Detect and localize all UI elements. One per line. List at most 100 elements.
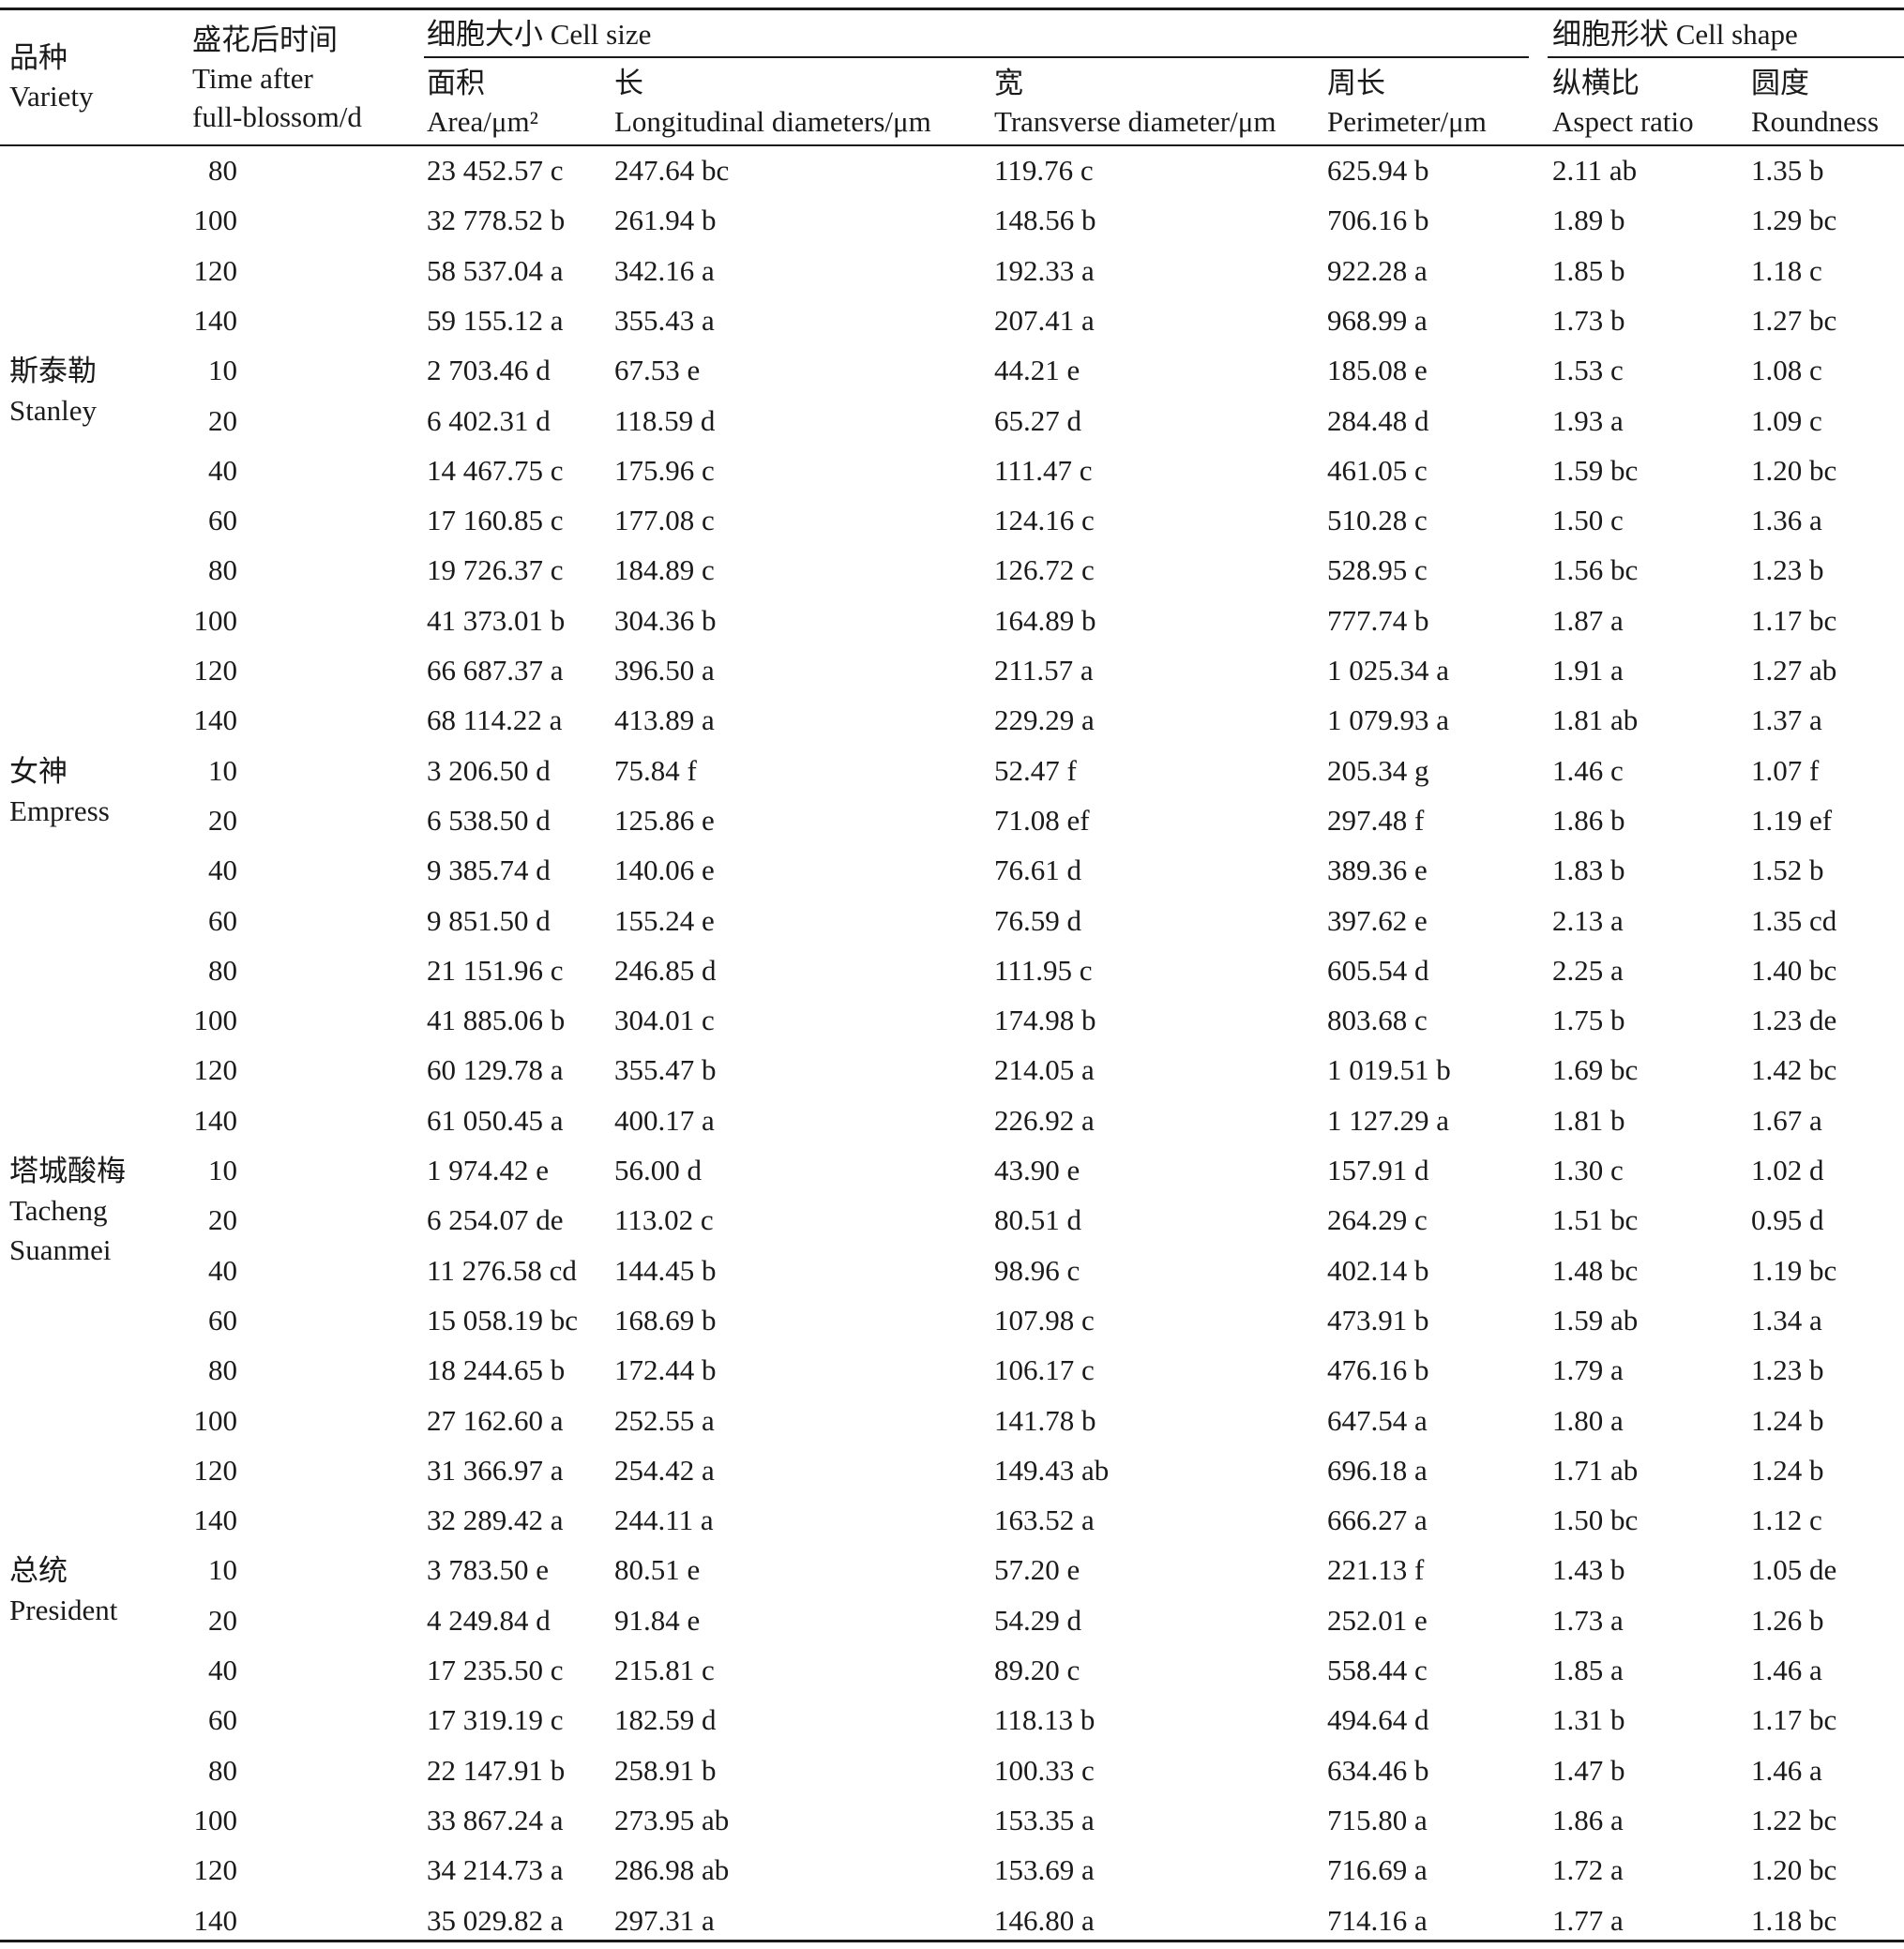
- header-area-cn: 面积: [427, 67, 485, 99]
- transverse-cell: 57.20 e: [994, 1553, 1080, 1587]
- roundness-cell: 1.37 a: [1751, 703, 1822, 737]
- time-cell: 10: [208, 354, 237, 387]
- area-cell: 6 402.31 d: [427, 403, 551, 437]
- perimeter-cell: 510.28 c: [1327, 504, 1428, 537]
- roundness-cell: 1.23 b: [1751, 553, 1824, 587]
- area-cell: 41 373.01 b: [427, 603, 566, 637]
- transverse-cell: 107.98 c: [994, 1303, 1095, 1337]
- perimeter-cell: 185.08 e: [1327, 354, 1428, 387]
- cell-shape-underline: [1548, 56, 1904, 58]
- time-cell: 20: [208, 803, 237, 837]
- cell-size-underline: [424, 56, 1529, 58]
- time-cell: 40: [208, 1253, 237, 1287]
- perimeter-cell: 777.74 b: [1327, 603, 1429, 637]
- time-cell: 60: [208, 504, 237, 537]
- longitudinal-cell: 273.95 ab: [614, 1803, 730, 1836]
- transverse-cell: 111.95 c: [994, 953, 1093, 987]
- roundness-cell: 1.19 bc: [1751, 1253, 1837, 1287]
- longitudinal-cell: 304.36 b: [614, 603, 717, 637]
- aspect-ratio-cell: 1.71 ab: [1552, 1453, 1639, 1487]
- longitudinal-cell: 244.11 a: [614, 1503, 714, 1537]
- time-cell: 100: [193, 204, 238, 237]
- longitudinal-cell: 400.17 a: [614, 1103, 715, 1137]
- aspect-ratio-cell: 1.73 a: [1552, 1603, 1624, 1637]
- longitudinal-cell: 175.96 c: [614, 453, 715, 487]
- perimeter-cell: 461.05 c: [1327, 453, 1428, 487]
- longitudinal-cell: 184.89 c: [614, 553, 715, 587]
- time-cell: 100: [193, 1403, 238, 1437]
- area-cell: 9 385.74 d: [427, 854, 551, 887]
- time-cell: 100: [193, 1004, 238, 1037]
- transverse-cell: 174.98 b: [994, 1004, 1096, 1037]
- transverse-cell: 76.61 d: [994, 854, 1081, 887]
- area-cell: 9 851.50 d: [427, 903, 551, 937]
- aspect-ratio-cell: 1.81 b: [1552, 1103, 1625, 1137]
- roundness-cell: 1.46 a: [1751, 1753, 1822, 1787]
- longitudinal-cell: 182.59 d: [614, 1703, 717, 1737]
- perimeter-cell: 1 127.29 a: [1327, 1103, 1450, 1137]
- area-cell: 14 467.75 c: [427, 453, 564, 487]
- aspect-ratio-cell: 1.85 b: [1552, 253, 1625, 287]
- perimeter-cell: 397.62 e: [1327, 903, 1428, 937]
- perimeter-cell: 803.68 c: [1327, 1004, 1428, 1037]
- aspect-ratio-cell: 1.89 b: [1552, 204, 1625, 237]
- roundness-cell: 1.36 a: [1751, 504, 1822, 537]
- longitudinal-cell: 252.55 a: [614, 1403, 715, 1437]
- roundness-cell: 1.20 bc: [1751, 453, 1837, 487]
- time-cell: 80: [208, 953, 237, 987]
- roundness-cell: 1.46 a: [1751, 1654, 1822, 1686]
- aspect-ratio-cell: 1.72 a: [1552, 1853, 1624, 1887]
- header-transverse-cn: 宽: [994, 67, 1023, 99]
- aspect-ratio-cell: 1.86 b: [1552, 803, 1625, 837]
- header-aspect-cn: 纵横比: [1552, 67, 1640, 99]
- aspect-ratio-cell: 1.91 a: [1552, 654, 1624, 687]
- header-time-en-1: Time after: [192, 62, 313, 95]
- area-cell: 4 249.84 d: [427, 1603, 551, 1637]
- transverse-cell: 153.69 a: [994, 1853, 1095, 1887]
- time-cell: 140: [193, 303, 238, 337]
- header-perimeter-cn: 周长: [1327, 67, 1385, 99]
- transverse-cell: 141.78 b: [994, 1403, 1096, 1437]
- longitudinal-cell: 118.59 d: [614, 403, 716, 437]
- aspect-ratio-cell: 1.53 c: [1552, 354, 1624, 387]
- header-perimeter-en: Perimeter/μm: [1327, 105, 1487, 138]
- variety-label: 女神: [9, 754, 68, 788]
- roundness-cell: 1.17 bc: [1751, 1703, 1837, 1737]
- aspect-ratio-cell: 1.69 bc: [1552, 1053, 1639, 1087]
- perimeter-cell: 264.29 c: [1327, 1203, 1428, 1237]
- aspect-ratio-cell: 1.30 c: [1552, 1154, 1624, 1186]
- roundness-cell: 1.27 bc: [1751, 303, 1837, 337]
- longitudinal-cell: 113.02 c: [614, 1203, 714, 1237]
- header-roundness-cn: 圆度: [1751, 67, 1809, 99]
- perimeter-cell: 706.16 b: [1327, 204, 1429, 237]
- aspect-ratio-cell: 1.48 bc: [1552, 1253, 1639, 1287]
- aspect-ratio-cell: 2.25 a: [1552, 953, 1624, 987]
- variety-label: President: [9, 1594, 118, 1627]
- roundness-cell: 1.19 ef: [1751, 803, 1833, 837]
- perimeter-cell: 402.14 b: [1327, 1253, 1429, 1287]
- time-cell: 140: [193, 1503, 238, 1537]
- area-cell: 3 783.50 e: [427, 1553, 550, 1587]
- perimeter-cell: 714.16 a: [1327, 1903, 1428, 1937]
- perimeter-cell: 473.91 b: [1327, 1303, 1429, 1337]
- header-roundness-en: Roundness: [1751, 105, 1880, 138]
- transverse-cell: 126.72 c: [994, 553, 1095, 587]
- area-cell: 27 162.60 a: [427, 1403, 564, 1437]
- roundness-cell: 1.35 b: [1751, 154, 1824, 187]
- roundness-cell: 1.67 a: [1751, 1103, 1822, 1137]
- area-cell: 22 147.91 b: [427, 1753, 566, 1787]
- area-cell: 32 289.42 a: [427, 1503, 564, 1537]
- time-cell: 20: [208, 1203, 237, 1237]
- longitudinal-cell: 396.50 a: [614, 654, 715, 687]
- longitudinal-cell: 177.08 c: [614, 504, 715, 537]
- area-cell: 19 726.37 c: [427, 553, 564, 587]
- area-cell: 17 235.50 c: [427, 1654, 564, 1686]
- time-cell: 60: [208, 903, 237, 937]
- roundness-cell: 1.35 cd: [1751, 903, 1837, 937]
- header-longitudinal-en: Longitudinal diameters/μm: [614, 105, 931, 138]
- roundness-cell: 1.24 b: [1751, 1453, 1824, 1487]
- time-cell: 140: [193, 703, 238, 737]
- variety-label: 斯泰勒: [9, 355, 97, 388]
- roundness-cell: 1.08 c: [1751, 354, 1822, 387]
- longitudinal-cell: 125.86 e: [614, 803, 715, 837]
